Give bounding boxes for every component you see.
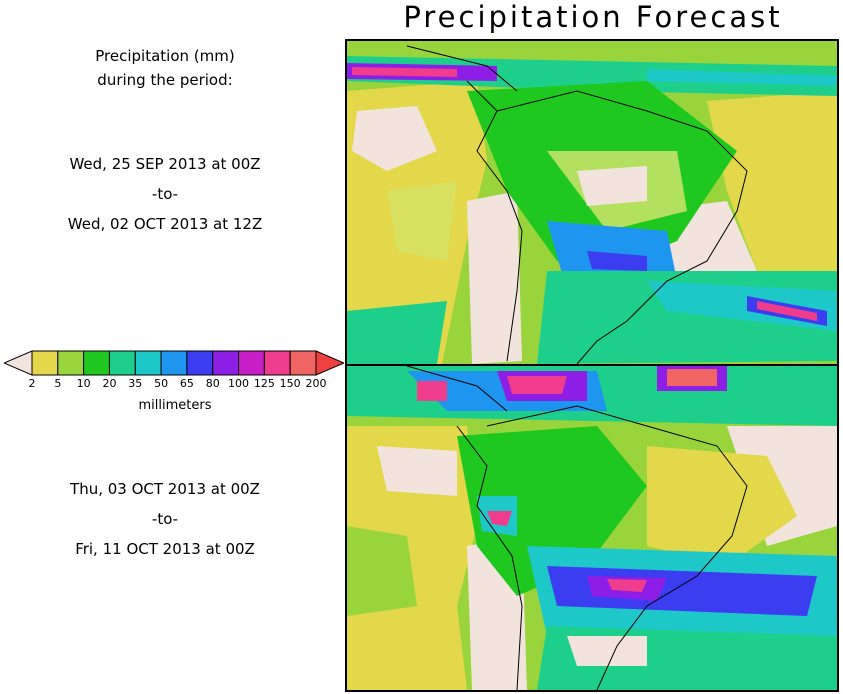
precip-map-1 xyxy=(347,41,837,364)
legend-tick-label: 50 xyxy=(154,377,169,390)
legend-tick-label: 20 xyxy=(102,377,117,390)
legend-color-cell xyxy=(212,350,240,376)
legend-color-cell xyxy=(186,350,214,376)
legend-tick-label: 10 xyxy=(76,377,91,390)
legend-color-cell xyxy=(238,350,265,376)
legend-tick-label: 35 xyxy=(128,377,143,390)
legend-color-cell xyxy=(134,350,162,376)
legend-tick-label: 65 xyxy=(179,377,194,390)
legend-tick-label: 100 xyxy=(228,377,250,390)
legend-color-cell xyxy=(263,350,291,376)
forecast-map-period-1 xyxy=(345,39,839,366)
period-2-label: Thu, 03 OCT 2013 at 00Z -to- Fri, 11 OCT… xyxy=(0,477,330,561)
legend-tick-label: 150 xyxy=(279,377,301,390)
legend-color-cell xyxy=(289,350,317,376)
legend-low-arrow xyxy=(4,350,33,376)
period-1-label: Wed, 25 SEP 2013 at 00Z -to- Wed, 02 OCT… xyxy=(0,152,330,236)
period-start: Thu, 03 OCT 2013 at 00Z xyxy=(70,480,260,498)
legend-unit: millimeters xyxy=(138,398,212,413)
forecast-map-period-2 xyxy=(345,364,839,692)
legend-color-cell xyxy=(31,350,59,376)
period-end: Fri, 11 OCT 2013 at 00Z xyxy=(75,540,255,558)
legend-tick-label: 200 xyxy=(305,377,327,390)
period-caption: Precipitation (mm) during the period: xyxy=(0,44,330,92)
legend-tick-label: 125 xyxy=(253,377,275,390)
caption-line: during the period: xyxy=(97,71,233,89)
period-end: Wed, 02 OCT 2013 at 12Z xyxy=(67,215,263,233)
legend-tick-labels: 2 5 10 20 35 50 65 80 100 125 150 200 xyxy=(0,377,345,393)
legend-tick-label: 80 xyxy=(205,377,220,390)
legend-tick-label: 2 xyxy=(28,377,36,390)
page-title: Precipitation Forecast xyxy=(403,0,783,34)
legend-color-cell xyxy=(108,350,136,376)
precip-map-2 xyxy=(347,366,837,690)
legend-color-cell xyxy=(83,350,110,376)
legend-high-arrow xyxy=(315,350,344,376)
period-separator: -to- xyxy=(151,185,179,203)
legend-tick-label: 5 xyxy=(54,377,62,390)
period-separator: -to- xyxy=(151,510,179,528)
caption-line: Precipitation (mm) xyxy=(95,47,235,65)
period-start: Wed, 25 SEP 2013 at 00Z xyxy=(69,155,261,173)
legend-color-cell xyxy=(160,350,188,376)
legend-color-cell xyxy=(57,350,85,376)
color-legend-bar xyxy=(4,350,344,376)
